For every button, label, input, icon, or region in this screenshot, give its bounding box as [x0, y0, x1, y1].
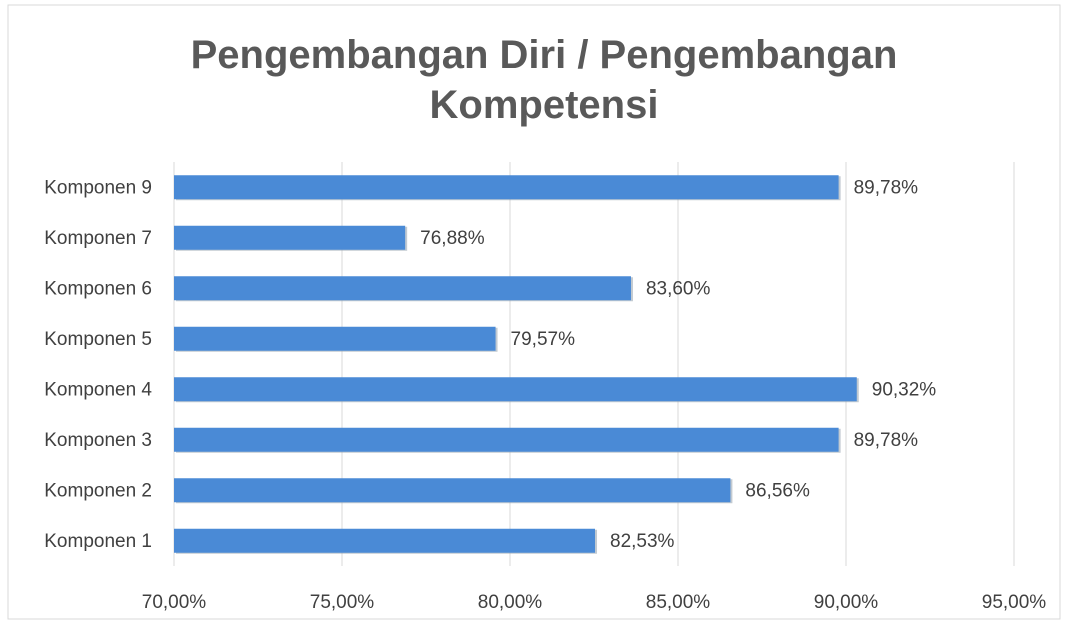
y-tick-label: Komponen 5 — [44, 329, 152, 350]
x-tick-label: 95,00% — [982, 592, 1047, 613]
chart-title: Pengembangan Diri / Pengembangan Kompete… — [190, 33, 898, 127]
data-label: 79,57% — [511, 329, 576, 350]
y-tick-label: Komponen 9 — [44, 177, 152, 198]
data-label: 82,53% — [610, 531, 675, 552]
y-tick-label: Komponen 2 — [44, 480, 152, 501]
bar — [174, 326, 496, 351]
y-tick-label: Komponen 6 — [44, 278, 152, 299]
data-label: 86,56% — [745, 480, 810, 501]
x-tick-label: 90,00% — [814, 592, 879, 613]
y-tick-label: Komponen 7 — [44, 228, 152, 249]
bar — [174, 427, 839, 452]
y-tick-label: Komponen 4 — [44, 379, 152, 400]
x-tick-label: 75,00% — [310, 592, 375, 613]
data-label: 83,60% — [646, 278, 711, 299]
y-tick-label: Komponen 3 — [44, 430, 152, 451]
data-label: 89,78% — [854, 177, 919, 198]
x-tick-label: 80,00% — [478, 592, 543, 613]
chart-border — [7, 4, 1061, 620]
data-label: 89,78% — [854, 430, 919, 451]
bar — [174, 175, 839, 200]
x-tick-label: 70,00% — [142, 592, 207, 613]
bar — [174, 276, 631, 301]
data-label: 90,32% — [872, 379, 937, 400]
bar — [174, 478, 731, 503]
x-tick-label: 85,00% — [646, 592, 711, 613]
data-label: 76,88% — [420, 228, 485, 249]
y-tick-label: Komponen 1 — [44, 531, 152, 552]
bar — [174, 377, 857, 402]
bar — [174, 528, 596, 553]
bar — [174, 225, 406, 250]
